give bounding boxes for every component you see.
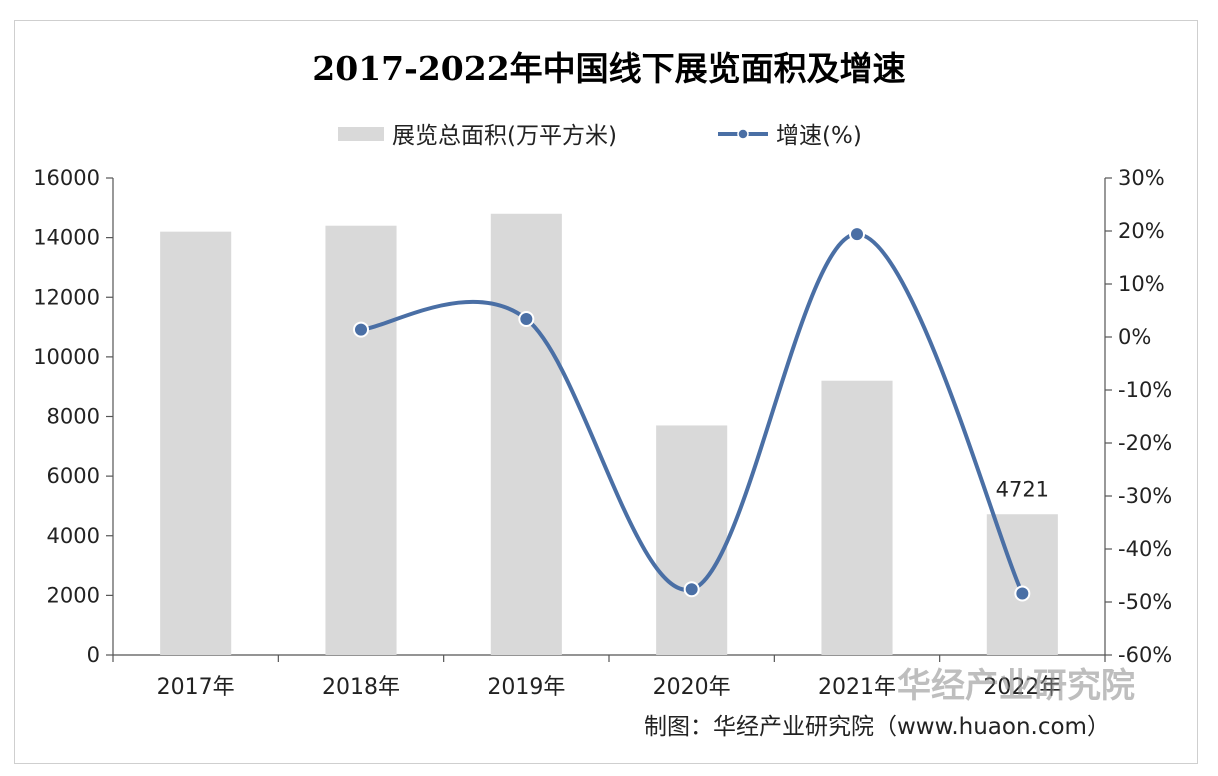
bars	[160, 213, 1058, 655]
y-right-tick-label: 10%	[1118, 272, 1165, 296]
watermark: 华经产业研究院	[897, 666, 1135, 706]
legend-line-label: 增速(%)	[776, 123, 862, 149]
x-tick-label: 2018年	[322, 675, 400, 700]
y-left-tick-label: 4000	[47, 524, 100, 548]
chart-frame	[14, 20, 1198, 764]
growth-line	[353, 226, 1031, 602]
bar	[986, 514, 1058, 655]
bar	[656, 425, 728, 655]
y-right-tick-label: -60%	[1118, 643, 1172, 667]
x-tick-label: 2021年	[818, 675, 896, 700]
axes: 16000 14000 12000 10000 8000 6000 4000 2000 0 30%…	[33, 166, 1172, 700]
x-tick-label: 2020年	[653, 675, 731, 700]
legend: 展览总面积(万平方米) 增速(%)	[338, 123, 862, 149]
data-labels: 4721	[996, 477, 1049, 501]
y-right-tick-label: 0%	[1118, 325, 1151, 349]
bar	[160, 231, 232, 655]
y-left-tick-label: 8000	[47, 405, 100, 429]
y-right-tick-label: 30%	[1118, 166, 1165, 190]
growth-line-path	[360, 232, 1025, 595]
y-left-tick-label: 14000	[33, 226, 100, 250]
data-label: 4721	[996, 477, 1049, 501]
growth-point	[849, 226, 865, 243]
growth-point	[683, 581, 700, 598]
y-left-tick-label: 2000	[47, 583, 100, 607]
growth-point	[353, 321, 369, 338]
bar	[325, 225, 397, 655]
y-right-tick-label: -30%	[1118, 484, 1172, 508]
bar	[821, 380, 893, 655]
legend-line-marker	[737, 128, 749, 140]
x-tick-label: 2017年	[157, 675, 235, 700]
y-left-tick-label: 10000	[33, 345, 100, 369]
y-right-tick-label: -20%	[1118, 431, 1172, 455]
growth-point	[1014, 585, 1031, 602]
x-tick-label: 2019年	[487, 675, 565, 700]
y-right-tick-label: -10%	[1118, 378, 1172, 402]
x-tick-label: 2022年	[983, 675, 1061, 700]
legend-bar-swatch	[338, 127, 384, 141]
y-right-tick-label: -40%	[1118, 537, 1172, 561]
legend-bar-label: 展览总面积(万平方米)	[392, 123, 617, 149]
source-note: 制图：华经产业研究院（www.huaon.com）	[644, 714, 1110, 740]
y-left-tick-label: 6000	[47, 464, 100, 488]
y-left-tick-label: 12000	[33, 285, 100, 309]
y-left-tick-label: 16000	[33, 166, 100, 190]
y-left-tick-label: 0	[87, 643, 100, 667]
y-right-tick-label: -50%	[1118, 590, 1172, 614]
bar	[490, 213, 562, 655]
growth-point	[518, 310, 535, 327]
chart-title: 2017-2022年中国线下展览面积及增速	[312, 49, 905, 88]
y-right-tick-label: 20%	[1118, 219, 1165, 243]
